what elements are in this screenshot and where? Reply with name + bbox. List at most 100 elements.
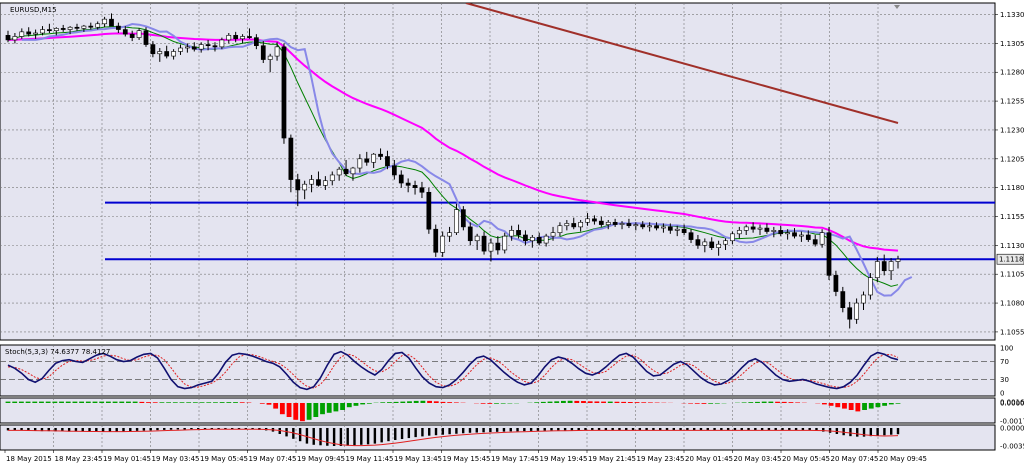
- candle: [571, 217, 577, 230]
- candle: [53, 27, 59, 36]
- candle: [288, 134, 294, 193]
- ma-magenta-line: [7, 32, 899, 252]
- candle-body-up: [267, 55, 273, 60]
- candle-body-up: [440, 235, 446, 253]
- ma-blue-line: [21, 22, 913, 297]
- candle: [695, 234, 701, 249]
- candle-body-down: [405, 182, 411, 186]
- candle: [102, 16, 107, 28]
- candle-body-up: [502, 235, 508, 251]
- candle-body-down: [378, 153, 383, 157]
- x-tick-label: 20 May 07:45: [831, 455, 879, 463]
- candle-body-up: [309, 179, 314, 185]
- candle: [557, 222, 563, 237]
- candle-body-down: [247, 36, 252, 38]
- candle-body-down: [840, 291, 846, 308]
- stoch-main-line: [7, 350, 899, 391]
- candle: [26, 27, 32, 37]
- candle-body-down: [191, 46, 197, 50]
- current-price-tag: 1.1118: [996, 253, 1024, 265]
- osc1-panel: [0, 397, 996, 424]
- candle: [881, 254, 887, 276]
- candle: [267, 53, 273, 73]
- candle: [19, 28, 25, 39]
- candle-body-up: [322, 180, 328, 186]
- y-tick-label: 1.1180: [1000, 184, 1024, 192]
- candle-body-up: [509, 230, 515, 237]
- candle-body-down: [536, 236, 542, 244]
- candle: [688, 229, 694, 244]
- x-tick-label: 19 May 13:45: [394, 455, 442, 463]
- candle: [191, 42, 197, 52]
- candle: [640, 221, 646, 230]
- candle-body-up: [19, 31, 25, 37]
- candle-body-down: [460, 209, 466, 228]
- candle: [654, 222, 659, 231]
- candle-body-up: [854, 302, 859, 320]
- candle: [233, 31, 239, 43]
- candle: [674, 225, 680, 237]
- candle: [343, 159, 349, 177]
- candle-body-up: [874, 261, 880, 278]
- candle: [612, 218, 618, 227]
- candle-body-down: [571, 223, 577, 228]
- candle-body-up: [329, 174, 335, 182]
- candle: [529, 234, 535, 248]
- candle-body-down: [826, 232, 832, 276]
- candle: [833, 270, 839, 297]
- candle-body-down: [150, 44, 156, 55]
- candle-body-down: [847, 307, 853, 320]
- candle: [88, 22, 94, 30]
- candle-body-up: [723, 240, 728, 245]
- candle-body-down: [467, 226, 473, 242]
- candle: [805, 230, 811, 242]
- x-tick-label: 19 May 15:45: [443, 455, 491, 463]
- candle: [302, 180, 308, 200]
- candle-body-up: [661, 226, 666, 229]
- candle-body-up: [585, 218, 590, 223]
- candle: [247, 28, 252, 39]
- candle: [178, 44, 183, 55]
- candle-body-up: [488, 242, 494, 252]
- candle-body-up: [730, 233, 735, 242]
- candle-body-up: [81, 25, 87, 29]
- candle-body-up: [674, 228, 680, 231]
- candle-body-up: [274, 46, 280, 57]
- candle-body-up: [895, 258, 901, 262]
- candle-body-down: [626, 223, 632, 227]
- candle: [81, 24, 87, 32]
- candle-body-up: [819, 232, 825, 245]
- osc2-y-tick-label: -0.0035: [1000, 443, 1024, 451]
- candle-body-up: [95, 23, 101, 28]
- stochastic-panel: [0, 350, 995, 391]
- candle: [412, 180, 418, 195]
- stoch-y-tick-label: 70: [1000, 358, 1009, 366]
- candle: [847, 301, 853, 329]
- candle-body-down: [281, 46, 287, 139]
- oscillator-1-panel: [5, 400, 901, 422]
- candle: [440, 231, 446, 257]
- candle: [585, 213, 590, 226]
- candle-body-down: [343, 168, 349, 175]
- candle: [185, 43, 190, 53]
- candle: [426, 187, 432, 234]
- candle-body-down: [812, 239, 818, 245]
- candle-body-down: [805, 234, 811, 240]
- candle: [771, 226, 777, 238]
- x-tick-label: 19 May 21:45: [588, 455, 636, 463]
- candle: [633, 222, 639, 231]
- candle-body-down: [88, 25, 94, 28]
- y-tick-label: 1.1055: [1000, 328, 1024, 336]
- candle-body-down: [833, 275, 839, 292]
- candle-body-up: [336, 168, 342, 176]
- x-tick-label: 19 May 17:45: [491, 455, 539, 463]
- moving-averages: [7, 3, 913, 297]
- osc2-signal-line: [8, 428, 899, 447]
- ma-long-line: [465, 3, 899, 124]
- candle: [198, 42, 204, 53]
- candle: [757, 224, 763, 235]
- candle: [730, 231, 735, 245]
- candle: [136, 28, 142, 40]
- candle: [667, 223, 673, 234]
